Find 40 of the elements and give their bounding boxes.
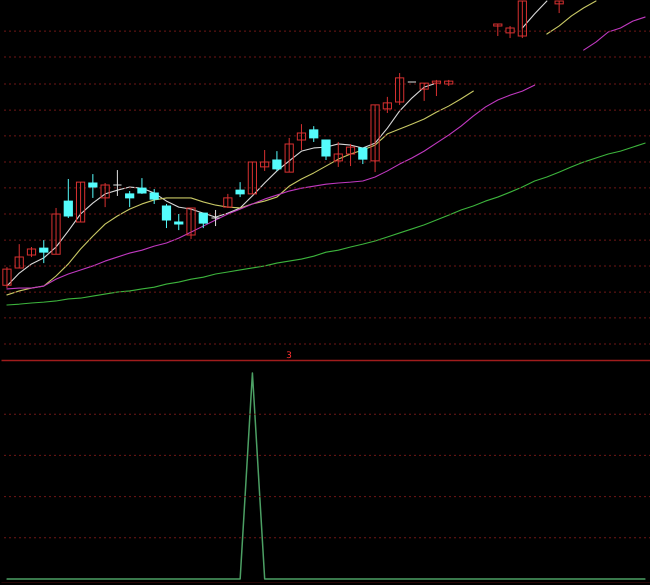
candlestick [420,82,429,102]
candlestick [432,79,442,97]
candlestick [150,188,159,204]
candlestick [370,104,380,173]
candlestick [321,139,331,161]
candlestick [395,72,404,106]
candlestick [186,207,196,240]
candlestick [14,244,24,268]
candlestick [382,96,392,114]
candlestick [334,141,343,168]
candlestick [198,212,208,229]
candlestick [125,190,134,208]
candlestick [162,203,172,229]
candlestick [100,182,110,208]
candlestick [248,162,257,194]
candlestick [272,150,282,172]
candlestick [284,137,294,173]
candlestick [26,246,36,258]
candlestick [518,0,527,39]
candlestick [137,178,147,194]
candlestick [112,170,122,196]
candlestick [554,0,564,14]
candlestick [260,149,270,172]
candlestick [76,182,86,223]
candlestick [64,178,73,219]
candlestick [39,240,48,264]
candlestick [51,207,61,255]
candlestick [358,147,368,165]
candlestick [493,23,502,37]
candlestick [174,214,184,231]
candlestick [88,174,98,198]
candlestick [296,124,306,150]
candlestick [210,209,220,227]
candlestick [2,266,12,289]
candlestick [346,143,356,167]
candlestick [235,182,245,198]
candlestick [223,193,232,208]
candlestick [505,25,515,39]
text: 3 [286,351,292,361]
candlestick [309,126,318,142]
